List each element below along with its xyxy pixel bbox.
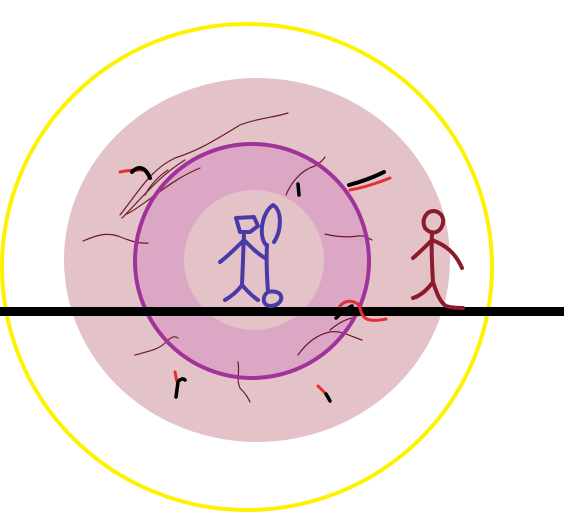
outer-ring bbox=[0, 22, 494, 512]
figure-arms bbox=[218, 238, 267, 264]
thin-lines bbox=[82, 112, 373, 403]
figure-legs bbox=[223, 283, 260, 302]
middle-ring bbox=[133, 142, 371, 380]
thin-line bbox=[119, 112, 289, 216]
thin-line bbox=[82, 233, 149, 244]
thin-line bbox=[297, 331, 363, 356]
squiggle-black bbox=[347, 170, 386, 187]
thin-line bbox=[134, 336, 179, 356]
squiggles bbox=[118, 166, 392, 403]
inner-disc bbox=[184, 190, 324, 330]
squiggle-black bbox=[324, 392, 332, 403]
squiggle-black bbox=[130, 166, 152, 180]
thin-line bbox=[285, 156, 326, 196]
squiggle-red bbox=[338, 299, 388, 322]
thin-line bbox=[121, 159, 186, 219]
squiggle-black bbox=[296, 182, 301, 197]
thin-line bbox=[237, 361, 251, 403]
staff-head bbox=[259, 203, 282, 247]
thin-line bbox=[144, 169, 169, 196]
stick-figure-walking-icon bbox=[411, 209, 465, 310]
figure-head bbox=[421, 209, 446, 235]
thin-line bbox=[329, 317, 353, 331]
stick-figure-with-staff-icon bbox=[218, 203, 284, 308]
squiggle-red bbox=[348, 176, 392, 192]
figure-head bbox=[234, 215, 260, 234]
figure-arms bbox=[411, 238, 464, 270]
staff bbox=[261, 243, 284, 308]
squiggle-black bbox=[174, 377, 187, 399]
squiggle-black bbox=[334, 304, 354, 320]
figure-legs bbox=[411, 280, 465, 310]
horizon-line bbox=[0, 307, 564, 316]
